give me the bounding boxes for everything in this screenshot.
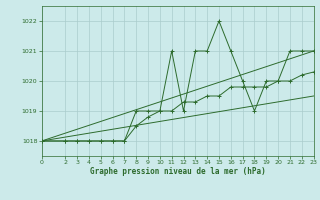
- X-axis label: Graphe pression niveau de la mer (hPa): Graphe pression niveau de la mer (hPa): [90, 167, 266, 176]
